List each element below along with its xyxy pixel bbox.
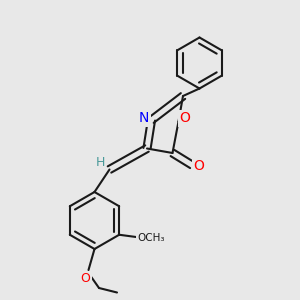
Text: H: H bbox=[96, 156, 105, 170]
Text: O: O bbox=[193, 159, 204, 173]
Text: OCH₃: OCH₃ bbox=[137, 233, 165, 243]
Text: O: O bbox=[179, 112, 190, 125]
Text: O: O bbox=[81, 272, 90, 285]
Text: N: N bbox=[139, 112, 149, 125]
